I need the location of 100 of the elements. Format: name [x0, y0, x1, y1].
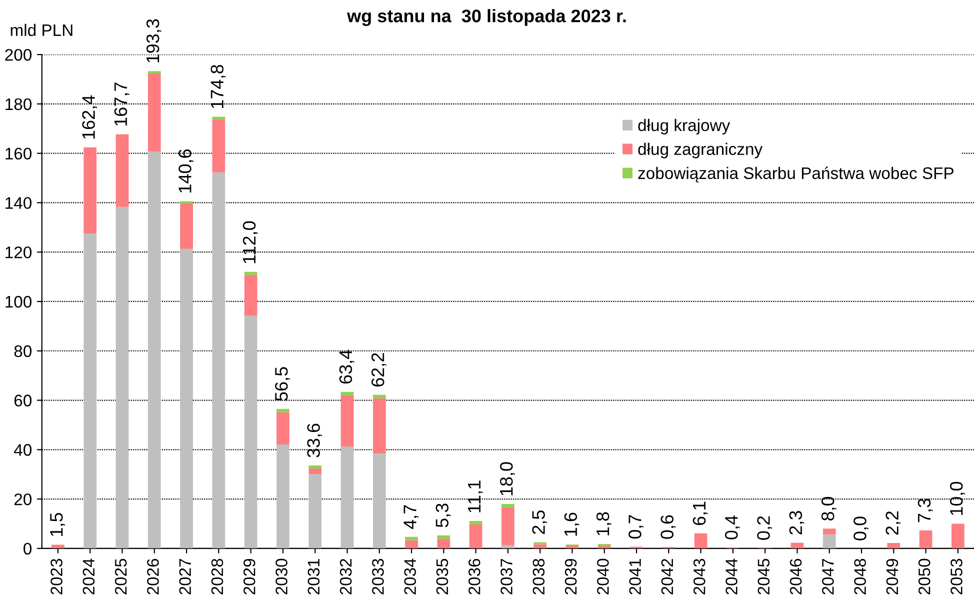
total-label: 162,4 — [82, 95, 98, 139]
bar — [822, 528, 836, 534]
total-label: 140,6 — [178, 149, 194, 192]
x-tick-label: 2048 — [854, 558, 866, 594]
bar — [437, 538, 450, 548]
total-label: 2,5 — [532, 510, 548, 534]
total-label: 2,2 — [886, 511, 901, 535]
bar — [116, 134, 129, 207]
bar — [212, 172, 226, 548]
bar — [276, 412, 290, 444]
x-tick-label: 2038 — [532, 558, 545, 594]
y-tick-label: 100 — [6, 296, 32, 308]
x-tick-label: 2025 — [114, 558, 127, 594]
total-label: 2,3 — [789, 511, 804, 534]
total-label: 56,5 — [275, 367, 290, 401]
total-label: 0,0 — [854, 516, 868, 540]
bar — [212, 116, 226, 120]
bar — [372, 394, 386, 398]
total-label: 167,7 — [114, 82, 130, 126]
total-label: 5,3 — [436, 504, 451, 528]
x-tick-label: 2027 — [179, 558, 191, 594]
bar — [148, 152, 161, 548]
bar — [84, 147, 97, 234]
total-label: 10,0 — [950, 482, 965, 515]
bar — [502, 504, 514, 508]
y-tick-label: 20 — [14, 493, 32, 506]
bar — [405, 536, 418, 540]
y-tick-label: 40 — [14, 444, 32, 456]
x-tick-label: 2044 — [726, 558, 738, 594]
bar — [469, 524, 482, 548]
x-tick-label: 2030 — [276, 558, 288, 594]
bar — [308, 465, 322, 468]
x-tick-label: 2050 — [918, 558, 930, 594]
bar — [952, 524, 964, 548]
bar — [244, 316, 258, 548]
x-tick-label: 2049 — [886, 558, 898, 594]
x-tick-label: 2040 — [597, 558, 609, 594]
y-tick-label: 160 — [6, 148, 32, 160]
x-tick-label: 2035 — [436, 558, 448, 594]
y-tick-label: 0 — [24, 542, 32, 555]
x-tick-label: 2028 — [211, 558, 224, 594]
bar — [148, 74, 161, 152]
y-axis-title: mld PLN — [10, 24, 72, 36]
total-label: 1,6 — [564, 512, 580, 536]
x-tick-label: 2023 — [50, 558, 62, 594]
y-tick-label: 60 — [14, 394, 32, 406]
bar — [212, 120, 226, 172]
total-label: 0,4 — [724, 515, 740, 540]
x-tick-label: 2036 — [468, 558, 480, 594]
total-label: 112,0 — [242, 221, 258, 264]
bar — [180, 203, 193, 249]
bar — [244, 274, 258, 316]
x-tick-label: 2031 — [308, 558, 320, 594]
bar — [822, 534, 836, 548]
bar — [534, 544, 547, 548]
bar — [116, 206, 129, 548]
bar — [372, 398, 386, 454]
x-tick-label: 2043 — [693, 558, 706, 594]
y-tick-label: 120 — [6, 246, 32, 258]
bar — [276, 408, 290, 412]
legend-label: dług krajowy — [638, 118, 730, 134]
x-tick-label: 2053 — [950, 558, 962, 594]
bar — [437, 535, 450, 539]
total-label: 63,4 — [339, 350, 354, 384]
x-tick-label: 2045 — [758, 558, 770, 594]
y-tick-label: 200 — [5, 48, 32, 61]
y-tick-label: 140 — [6, 197, 32, 209]
x-tick-label: 2046 — [790, 558, 802, 594]
x-tick-label: 2041 — [629, 558, 641, 594]
chart-title: wg stanu na 30 listopada 2023 r. — [346, 9, 626, 26]
total-label: 1,8 — [596, 512, 612, 536]
bar — [180, 248, 193, 548]
total-label: 1,5 — [50, 512, 65, 536]
total-label: 4,7 — [404, 505, 418, 529]
total-label: 8,0 — [821, 496, 836, 520]
y-tick-label: 80 — [14, 345, 32, 358]
bar — [340, 392, 354, 396]
bar — [372, 454, 386, 548]
x-tick-label: 2032 — [340, 558, 352, 594]
bar — [308, 468, 322, 474]
bar — [887, 542, 900, 548]
bar — [308, 474, 322, 548]
bar — [694, 533, 708, 548]
x-tick-label: 2037 — [500, 558, 512, 594]
total-label: 174,8 — [210, 64, 226, 108]
x-tick-label: 2029 — [243, 558, 256, 594]
x-tick-label: 2033 — [372, 558, 384, 594]
x-tick-label: 2034 — [404, 558, 416, 594]
total-label: 193,3 — [146, 19, 162, 62]
total-label: 0,2 — [757, 516, 772, 540]
bar — [469, 521, 482, 524]
total-label: 0,6 — [660, 515, 676, 539]
bar — [244, 272, 258, 275]
bar — [148, 71, 161, 74]
total-label: 7,3 — [918, 498, 933, 522]
bar — [52, 544, 64, 548]
legend-label: zobowiązania Skarbu Państwa wobec SFP — [638, 166, 954, 182]
total-label: 18,0 — [500, 462, 515, 496]
bar — [84, 234, 97, 548]
bar — [340, 395, 354, 446]
